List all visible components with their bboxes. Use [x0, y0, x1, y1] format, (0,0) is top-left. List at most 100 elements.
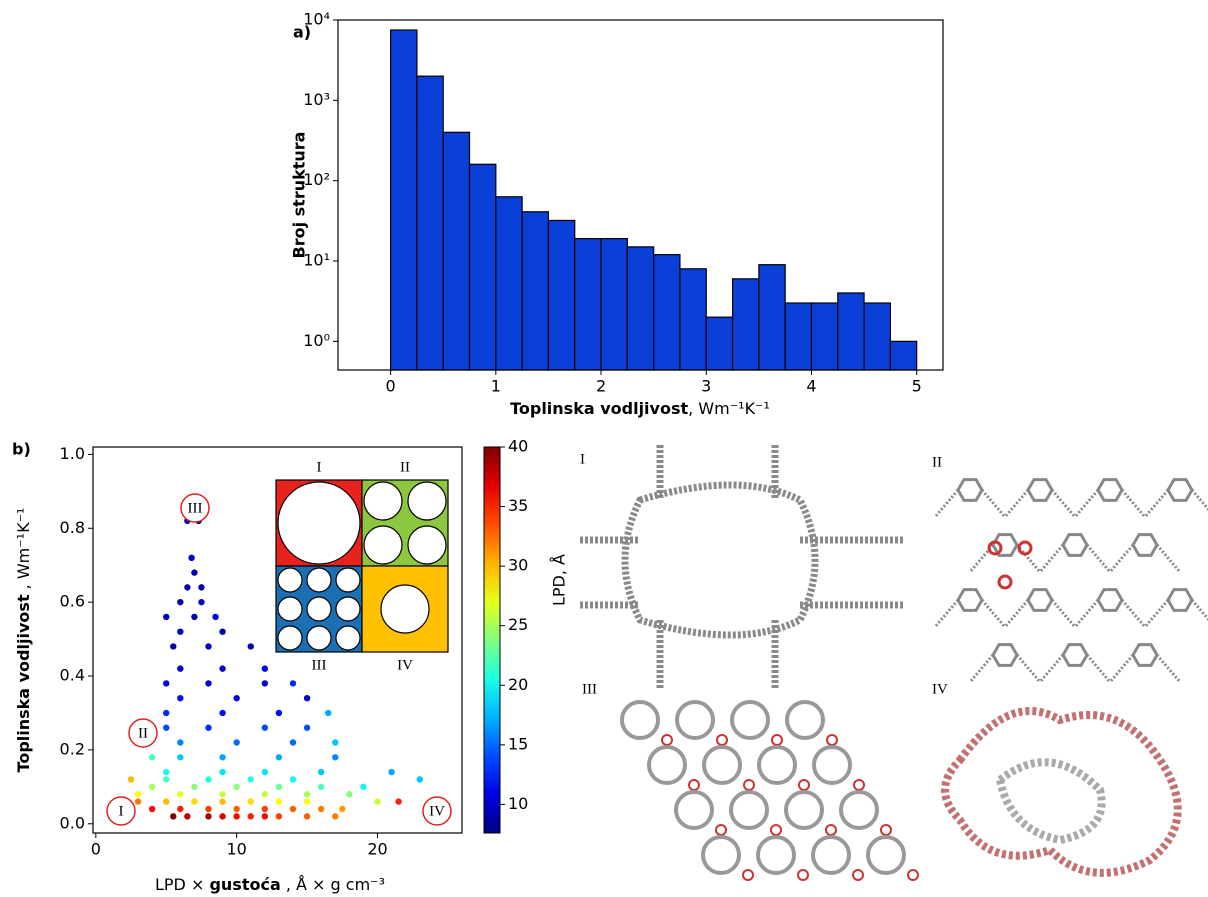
bar	[733, 279, 759, 370]
point	[219, 754, 225, 760]
inset	[276, 480, 448, 652]
linker	[1157, 655, 1180, 682]
bar	[417, 76, 443, 370]
inset-label: I	[317, 459, 322, 475]
pore	[676, 792, 712, 828]
linker	[1005, 490, 1028, 517]
point	[177, 628, 183, 634]
panel-label: b)	[12, 440, 31, 459]
inset-label: III	[312, 657, 327, 673]
ring	[1028, 480, 1052, 501]
pore	[336, 626, 360, 650]
point	[149, 784, 155, 790]
pore	[677, 702, 713, 738]
linker	[982, 600, 1005, 627]
pore	[732, 702, 768, 738]
node	[689, 780, 699, 790]
point	[276, 754, 282, 760]
ring	[1098, 480, 1122, 501]
point	[248, 643, 254, 649]
point	[417, 776, 423, 782]
point	[262, 813, 268, 819]
point	[290, 776, 296, 782]
point	[332, 754, 338, 760]
ring	[1133, 535, 1157, 556]
pore	[758, 837, 794, 873]
ring	[958, 480, 982, 501]
y-tick-label: 0.6	[60, 592, 85, 611]
bar	[627, 247, 653, 370]
point	[177, 665, 183, 671]
point	[233, 695, 239, 701]
point	[177, 806, 183, 812]
node	[771, 825, 781, 835]
bar	[548, 220, 574, 370]
x-tick-label: 5	[912, 377, 922, 396]
point	[262, 806, 268, 812]
linker	[982, 490, 1005, 517]
y-tick-label: 10⁰	[303, 331, 330, 350]
y-tick-label: 10²	[303, 170, 330, 189]
point	[205, 643, 211, 649]
point	[184, 584, 190, 590]
linker	[1087, 545, 1110, 572]
bar	[575, 239, 601, 370]
node	[853, 870, 863, 880]
point	[191, 784, 197, 790]
point	[219, 710, 225, 716]
x-tick-label: 0	[91, 840, 101, 859]
point	[170, 813, 176, 819]
pore	[787, 702, 823, 738]
ring	[1063, 535, 1087, 556]
linker	[1075, 600, 1098, 627]
point	[198, 599, 204, 605]
y-tick-label: 0.8	[60, 518, 85, 537]
point	[233, 784, 239, 790]
x-axis-label: LPD × gustoća , Å × g cm⁻³	[155, 875, 385, 894]
ring	[1168, 590, 1192, 611]
node	[799, 780, 809, 790]
point	[248, 813, 254, 819]
pore	[841, 792, 877, 828]
point	[149, 754, 155, 760]
point	[191, 614, 197, 620]
linker	[1122, 490, 1145, 517]
linker	[1087, 655, 1110, 682]
x-tick-label: 0	[386, 377, 396, 396]
y-label-name: Toplinska vodljivost	[14, 594, 33, 772]
x-label-pre: LPD ×	[155, 875, 204, 894]
linker	[1110, 655, 1133, 682]
annotation-label: III	[188, 500, 203, 516]
linker	[1075, 490, 1098, 517]
point	[290, 806, 296, 812]
linker	[1192, 600, 1208, 627]
point	[219, 791, 225, 797]
inset-label: II	[400, 459, 410, 475]
point	[191, 569, 197, 575]
pore	[649, 747, 685, 783]
point	[332, 739, 338, 745]
point	[135, 798, 141, 804]
node	[717, 735, 727, 745]
point	[163, 769, 169, 775]
structure-label: IV	[932, 681, 948, 697]
node	[662, 735, 672, 745]
ring	[1098, 590, 1122, 611]
bar	[654, 255, 680, 370]
point	[205, 776, 211, 782]
linker	[1040, 655, 1063, 682]
bar	[443, 132, 469, 370]
point	[177, 599, 183, 605]
point	[276, 798, 282, 804]
structure-IV	[945, 711, 1178, 873]
linker	[935, 600, 958, 627]
point	[163, 680, 169, 686]
point	[198, 584, 204, 590]
point	[205, 725, 211, 731]
node	[743, 870, 753, 880]
y-axis-label: Toplinska vodljivost , Wm⁻¹K⁻¹	[14, 508, 33, 773]
pore	[704, 747, 740, 783]
structure-label: I	[580, 451, 585, 467]
structure-III	[622, 702, 918, 880]
y-tick-label: 0.2	[60, 739, 85, 758]
